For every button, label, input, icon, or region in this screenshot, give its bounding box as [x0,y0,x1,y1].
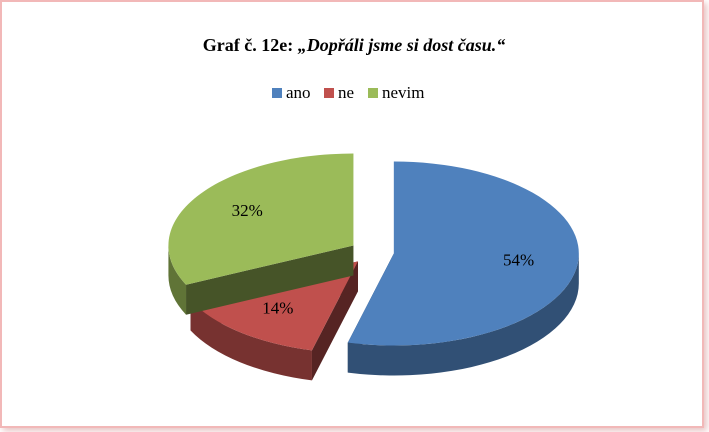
slice-top [347,161,579,346]
data-label: 32% [232,201,263,220]
data-label: 14% [262,298,293,317]
title-quote: „Dopřáli jsme si dost času.“ [298,35,506,55]
legend-swatch [368,88,378,98]
slice-wall [168,245,187,315]
data-label: 54% [503,250,534,269]
pie-slice [347,161,579,376]
slice-top [168,153,354,285]
slice-side [186,245,354,315]
legend-swatch [324,88,334,98]
legend-label: ano [286,83,311,102]
title-main: Graf č. 12e: [203,35,293,55]
slice-wall [190,300,312,381]
pie-slice [168,153,354,315]
chart-title: Graf č. 12e: „Dopřáli jsme si dost času.… [203,35,506,55]
slice-wall [347,253,579,376]
legend-label: nevim [382,83,425,102]
legend-swatch [272,88,282,98]
legend-label: ne [338,83,354,102]
